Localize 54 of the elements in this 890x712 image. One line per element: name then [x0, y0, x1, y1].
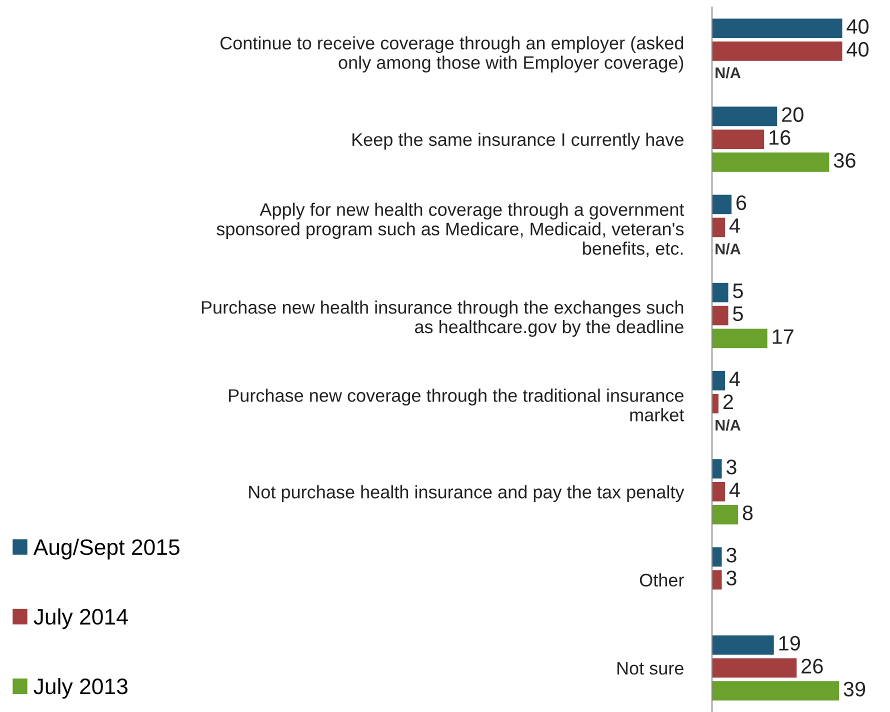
- data-label: 40: [846, 19, 869, 34]
- bar: [712, 570, 722, 590]
- data-label: 3: [726, 548, 736, 563]
- y-tick-label: Purchase new health insurance through the exchanges such as healthcare.gov by the deadline: [202, 300, 684, 337]
- data-label: 39: [844, 682, 866, 696]
- bar: [712, 328, 768, 348]
- text: N/A: [716, 66, 741, 78]
- data-label: 8: [742, 505, 753, 520]
- bar: [712, 635, 774, 655]
- bar: [712, 41, 842, 61]
- text: N/A: [716, 243, 741, 255]
- legend-label: July 2014: [34, 608, 128, 630]
- bar: [712, 371, 726, 390]
- bar: [712, 282, 728, 302]
- y-tick-label: Not purchase health insurance and pay the tax penalty: [249, 485, 684, 502]
- y-tick-label: Other: [640, 573, 684, 587]
- bar: [712, 681, 839, 701]
- y-tick-label: Not sure: [617, 662, 684, 675]
- y-tick-label: Purchase new coverage through the traditional insurance market: [229, 388, 684, 422]
- bar: [712, 482, 726, 502]
- data-label: 19: [779, 636, 800, 651]
- y-tick-label: Continue to receive coverage through an employer (asked only among those with Employer coverage): [220, 36, 684, 72]
- bar: [712, 152, 830, 172]
- bar: [712, 504, 738, 524]
- y-tick-label: Apply for new health coverage through a government sponsored program such as Medicare, Medicaid, veteran's benefits, etc.: [216, 202, 684, 258]
- data-label: 26: [802, 658, 823, 674]
- bar: [712, 194, 732, 214]
- bar: [712, 394, 719, 414]
- data-label: 3: [726, 570, 736, 586]
- data-label: 4: [729, 372, 740, 386]
- data-label: 6: [736, 195, 746, 210]
- text: N/A: [716, 419, 741, 431]
- bar: [712, 459, 722, 479]
- legend-label: July 2013: [34, 678, 128, 699]
- data-label: 17: [772, 329, 794, 344]
- data-label: 20: [782, 107, 804, 122]
- data-label: 4: [729, 482, 740, 498]
- bar: [712, 306, 728, 326]
- data-label: 5: [733, 284, 743, 298]
- data-label: 36: [834, 153, 856, 168]
- bar: [712, 18, 842, 38]
- bar: [712, 106, 778, 126]
- data-label: 5: [733, 306, 743, 322]
- bar: [712, 547, 722, 567]
- data-label: 4: [729, 218, 740, 233]
- legend-label: Aug/Sept 2015: [33, 538, 180, 560]
- bar: [712, 658, 797, 678]
- y-tick-label: Keep the same insurance I currently have: [352, 132, 684, 150]
- data-label: 40: [846, 42, 869, 57]
- data-label: 3: [726, 460, 736, 474]
- data-label: 2: [723, 394, 733, 409]
- data-label: 16: [770, 130, 790, 145]
- bar: [712, 130, 764, 149]
- bar: [712, 218, 726, 238]
